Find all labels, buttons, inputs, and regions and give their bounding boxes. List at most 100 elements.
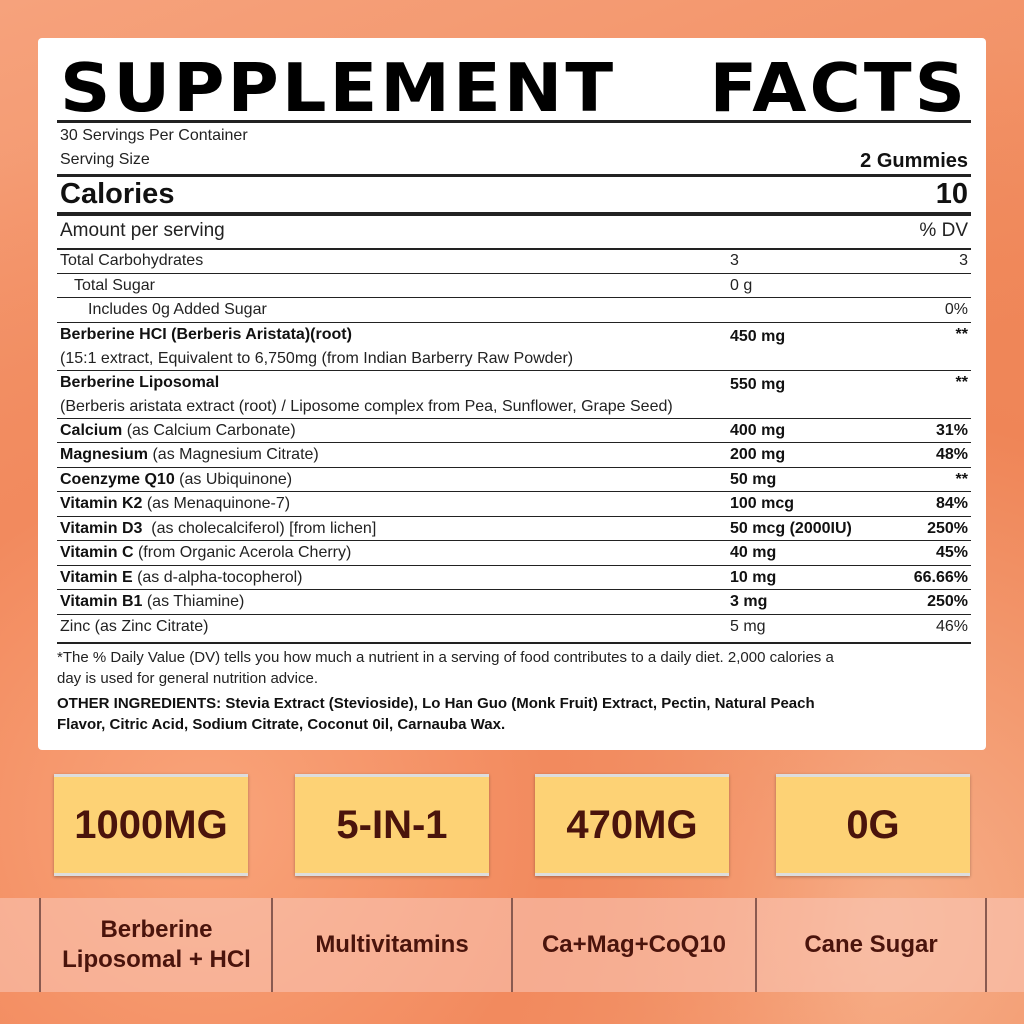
- nutrient-amount: 10 mg: [730, 568, 777, 586]
- nutrient-label: Magnesium: [60, 446, 149, 463]
- divider: [57, 248, 971, 250]
- nutrient-amount: 50 mcg (2000IU): [730, 519, 852, 537]
- nutrient-detail: (as Ubiquinone): [174, 470, 293, 488]
- nutrient-amount: 3: [730, 252, 739, 269]
- nutrient-name: Coenzyme Q10 (as Ubiquinone): [60, 470, 292, 490]
- nutrient-amount: 50 mg: [730, 470, 777, 488]
- other-ingredients-line-2: Flavor, Citric Acid, Sodium Citrate, Coc…: [57, 716, 506, 733]
- divider: [57, 442, 971, 443]
- nutrient-name: Total Sugar: [74, 276, 155, 296]
- nutrient-dv: 31%: [935, 421, 968, 439]
- nutrient-name: Magnesium (as Magnesium Citrate): [60, 445, 319, 465]
- divider: [57, 540, 971, 541]
- nutrient-detail: (from Organic Acerola Cherry): [133, 544, 352, 561]
- nutrient-dv: 45%: [935, 544, 968, 561]
- nutrient-dv: 250%: [927, 519, 968, 537]
- other-ingredients-line-1: OTHER INGREDIENTS: Stevia Extract (Stevi…: [57, 695, 815, 712]
- divider: [57, 174, 971, 177]
- nutrient-name: Vitamin D3 (as cholecalciferol) [from li…: [60, 519, 376, 539]
- nutrient-name: Vitamin B1 (as Thiamine): [60, 592, 244, 612]
- nutrient-amount: 450 mg: [730, 327, 786, 345]
- divider: [57, 515, 971, 517]
- highlight-tile: 1000MG: [54, 774, 248, 876]
- nutrient-name: Zinc (as Zinc Citrate): [60, 617, 208, 637]
- nutrient-label: Coenzyme Q10: [60, 470, 175, 488]
- calories-value: 10: [935, 178, 968, 210]
- divider: [57, 613, 971, 615]
- divider: [57, 564, 971, 566]
- divider: [57, 417, 971, 419]
- title-left: SUPPLEMENT: [60, 49, 617, 127]
- nutrient-label: Vitamin E: [60, 568, 133, 586]
- nutrient-amount: 400 mg: [730, 421, 786, 439]
- nutrient-label: Vitamin B1: [60, 593, 143, 610]
- highlight-label: Ca+Mag+CoQ10: [511, 898, 755, 992]
- nutrient-dv: **: [955, 373, 968, 391]
- dv-header: % DV: [919, 220, 968, 241]
- nutrient-name: Vitamin C (from Organic Acerola Cherry): [60, 543, 351, 563]
- nutrient-subtext: (15:1 extract, Equivalent to 6,750mg (fr…: [60, 349, 574, 367]
- nutrient-detail: (as cholecalciferol) [from lichen]: [142, 519, 377, 537]
- nutrient-label: Vitamin C: [60, 544, 134, 561]
- nutrient-subtext: (Berberis aristata extract (root) / Lipo…: [60, 397, 673, 415]
- divider: [57, 212, 971, 216]
- nutrient-label: Berberine HCI (Berberis Aristata)(root): [60, 325, 352, 343]
- nutrient-detail: (as d-alpha-tocopherol): [132, 568, 303, 586]
- nutrient-detail: (as Menaquinone-7): [142, 495, 291, 512]
- divider: [57, 120, 971, 123]
- supplement-facts-panel: [38, 38, 986, 750]
- nutrient-dv: 46%: [935, 617, 968, 635]
- nutrient-detail: (as Thiamine): [142, 593, 245, 610]
- nutrient-dv: 0%: [944, 301, 968, 318]
- nutrient-dv: **: [955, 470, 968, 488]
- amount-per-serving: Amount per serving: [60, 220, 225, 241]
- divider: [57, 491, 971, 492]
- nutrient-label: Vitamin K2: [60, 495, 143, 512]
- nutrient-label: Berberine Liposomal: [60, 373, 220, 391]
- nutrient-amount: 550 mg: [730, 375, 786, 393]
- nutrient-name: Calcium (as Calcium Carbonate): [60, 421, 296, 441]
- divider: [57, 589, 971, 590]
- nutrient-dv: 84%: [935, 495, 968, 512]
- nutrient-label: Vitamin D3: [60, 519, 143, 537]
- title-right: FACTS: [709, 49, 968, 127]
- nutrient-amount: 40 mg: [730, 544, 777, 561]
- highlight-label: Cane Sugar: [755, 898, 987, 992]
- highlight-tile: 470MG: [535, 774, 729, 876]
- highlight-label: Berberine Liposomal + HCl: [39, 898, 272, 992]
- serving-size-value: 2 Gummies: [860, 150, 968, 172]
- nutrient-amount: 5 mg: [730, 617, 766, 635]
- nutrient-dv: **: [955, 325, 968, 343]
- nutrient-name: Berberine Liposomal: [60, 373, 219, 393]
- calories-label: Calories: [60, 178, 175, 210]
- highlight-tile: 5-IN-1: [295, 774, 489, 876]
- divider: [57, 297, 971, 298]
- serving-size-label: Serving Size: [60, 151, 150, 168]
- nutrient-label: Total Carbohydrates: [60, 252, 204, 269]
- divider: [57, 272, 971, 274]
- nutrient-amount: 0 g: [730, 276, 753, 294]
- nutrient-name: Includes 0g Added Sugar: [88, 300, 267, 320]
- nutrient-detail: (as Calcium Carbonate): [122, 421, 296, 439]
- nutrient-name: Vitamin K2 (as Menaquinone-7): [60, 494, 290, 514]
- nutrient-label: Total Sugar: [74, 276, 155, 294]
- servings-per-container: 30 Servings Per Container: [60, 127, 248, 144]
- divider: [57, 642, 971, 644]
- nutrient-name: Vitamin E (as d-alpha-tocopherol): [60, 568, 303, 588]
- nutrient-amount: 200 mg: [730, 446, 786, 463]
- divider: [57, 466, 971, 468]
- nutrient-name: Total Carbohydrates: [60, 251, 203, 271]
- nutrient-label: Includes 0g Added Sugar: [88, 301, 267, 318]
- footnote-line-1: *The % Daily Value (DV) tells you how mu…: [57, 649, 834, 666]
- nutrient-dv: 250%: [927, 593, 968, 610]
- nutrient-detail: (as Magnesium Citrate): [148, 446, 319, 463]
- nutrient-amount: 3 mg: [730, 593, 768, 610]
- footnote-line-2: day is used for general nutrition advice…: [57, 670, 318, 687]
- nutrient-dv: 3: [959, 252, 968, 269]
- highlight-label: Multivitamins: [271, 898, 511, 992]
- nutrient-name: Berberine HCI (Berberis Aristata)(root): [60, 325, 352, 345]
- divider: [57, 321, 971, 323]
- divider: [57, 369, 971, 371]
- panel-title: SUPPLEMENT FACTS: [60, 50, 968, 126]
- nutrient-dv: 48%: [935, 446, 968, 463]
